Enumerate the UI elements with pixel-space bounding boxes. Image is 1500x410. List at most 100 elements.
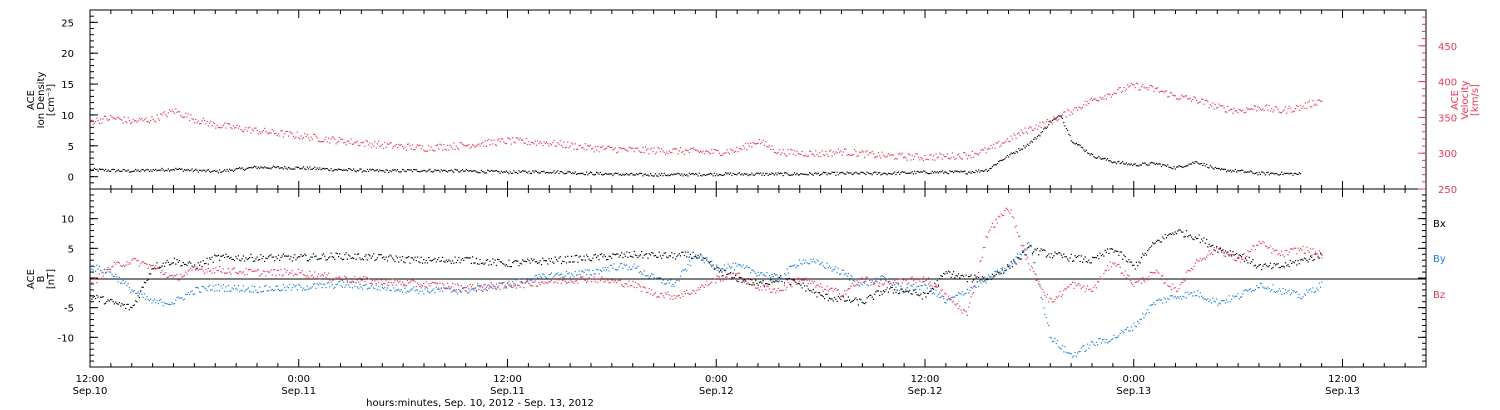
bfield-point [1209,245,1211,247]
velocity-point [1282,110,1284,112]
bfield-point [667,291,669,293]
bfield-point [349,281,351,283]
bfield-point [771,281,773,284]
bfield-point [876,281,878,283]
bfield-point [924,292,926,294]
bfield-point [872,298,874,300]
density-point [1147,164,1149,166]
bfield-point [232,258,234,261]
bfield-point [864,282,866,284]
velocity-point [1134,87,1136,89]
density-point [529,172,531,174]
bfield-point [350,282,352,284]
bfield-point [895,282,897,284]
bfield-point [467,257,469,259]
bfield-point [711,281,713,283]
velocity-point [797,152,799,155]
velocity-point [904,156,906,158]
bfield-point [688,256,690,258]
velocity-point [971,150,973,152]
bfield-point [543,283,545,285]
bfield-point [1198,296,1200,298]
bfield-point [1098,338,1100,340]
bfield-point [534,261,536,263]
velocity-point [290,132,292,134]
bfield-point [350,257,352,260]
density-point [302,166,305,168]
density-point [1135,165,1137,167]
bfield-point [1003,272,1005,274]
bfield-point [653,255,655,257]
density-point [910,172,912,174]
velocity-point [716,149,718,151]
bfield-point [186,273,188,275]
bfield-point [819,264,821,266]
velocity-point [458,148,460,150]
density-point [127,169,129,171]
density-point [1192,161,1194,163]
velocity-point [812,153,814,156]
density-point [527,172,529,174]
bfield-point [414,256,416,258]
velocity-point [1247,108,1249,110]
bfield-point [1303,257,1305,259]
density-point [1258,172,1260,174]
density-point [1299,173,1302,175]
density-point [897,171,900,173]
velocity-point [775,152,777,154]
density-point [1249,170,1251,172]
bfield-point [1089,262,1091,264]
bfield-point [965,292,967,294]
velocity-point [454,148,456,150]
velocity-point [165,114,167,116]
velocity-point [798,153,801,155]
bfield-point [747,266,749,268]
bfield-point [860,282,862,284]
density-point [312,167,315,169]
bfield-point [502,283,504,285]
velocity-point [796,150,798,152]
bfield-point [210,270,212,272]
density-point [820,173,822,176]
bfield-point [882,284,884,286]
density-point [544,172,546,174]
bfield-point [899,290,901,292]
bfield-point [608,281,610,284]
density-point [926,172,928,174]
velocity-point [162,112,164,114]
bfield-point [188,261,191,263]
bfield-point [1212,297,1214,299]
bfield-point [738,276,740,278]
velocity-point [251,128,253,130]
density-point [1092,153,1094,155]
density-point [998,160,1000,163]
bfield-point [772,280,774,282]
bfield-point [1217,304,1219,306]
bfield-point [899,292,901,294]
density-point [706,174,708,176]
density-point [207,169,209,171]
bfield-point [439,290,441,292]
bfield-point [1278,267,1280,269]
density-point [558,172,560,175]
velocity-point [160,113,162,115]
velocity-point [318,140,320,142]
density-point [480,169,482,171]
density-point [393,169,395,171]
bfield-point [485,289,487,291]
bfield-point [170,263,172,265]
velocity-point [289,131,291,133]
bfield-point [168,264,171,266]
bfield-point [881,275,883,277]
bfield-point [490,263,492,266]
bfield-point [651,289,653,291]
bfield-point [323,283,325,285]
density-point [766,172,768,174]
bfield-point [1312,287,1314,289]
bfield-point [948,270,950,272]
density-point [1129,164,1131,166]
density-point [214,169,216,172]
bfield-point [383,283,385,285]
velocity-point [916,153,918,155]
bfield-point [425,259,427,262]
